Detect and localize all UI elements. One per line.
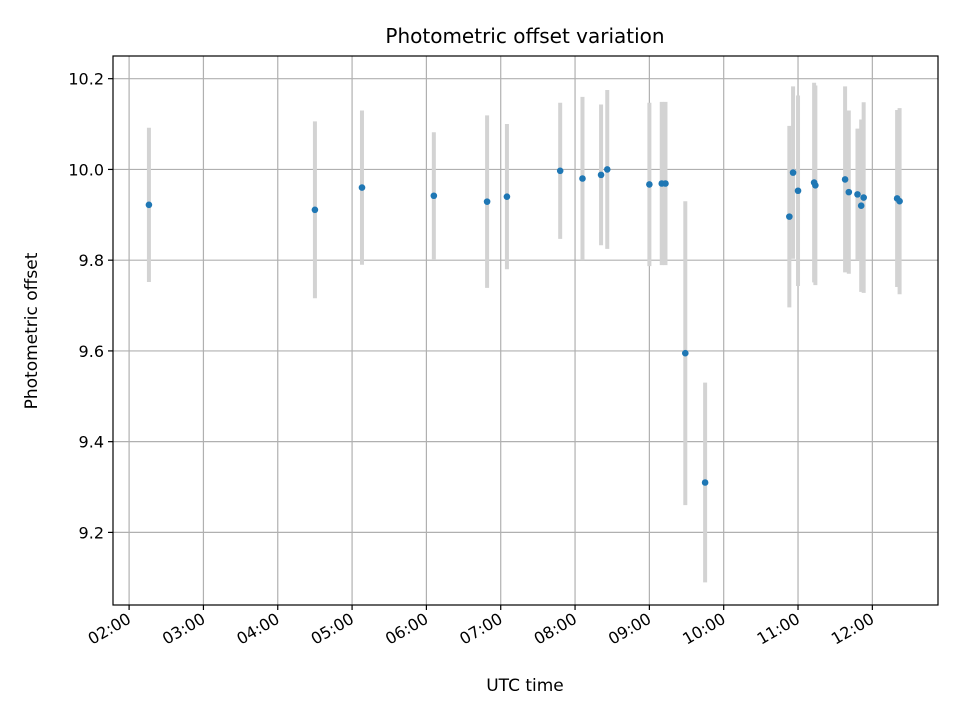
- data-point: [556, 167, 564, 175]
- y-tick-label: 9.6: [79, 342, 104, 361]
- y-axis-ticks: 9.2 9.4 9.6 9.8 10.0 10.2: [68, 70, 113, 542]
- y-tick-label: 9.4: [79, 433, 104, 452]
- plot-frame: [112, 55, 939, 606]
- data-points: [145, 166, 903, 486]
- chart-title: Photometric offset variation: [385, 24, 664, 48]
- data-point: [603, 166, 611, 173]
- y-tick-label: 9.8: [79, 251, 104, 270]
- y-axis-title: Photometric offset: [22, 252, 42, 409]
- data-point: [794, 187, 802, 195]
- data-point: [845, 188, 853, 196]
- data-point: [483, 198, 491, 205]
- data-point: [503, 193, 511, 200]
- data-point: [896, 197, 903, 205]
- data-point: [812, 182, 819, 189]
- data-point: [597, 171, 605, 179]
- data-point: [789, 169, 797, 176]
- data-point: [786, 213, 793, 220]
- data-point: [579, 175, 586, 182]
- data-point: [841, 176, 849, 183]
- data-point: [430, 192, 438, 200]
- data-point: [854, 191, 861, 198]
- data-point: [701, 479, 709, 486]
- data-point: [311, 206, 319, 214]
- data-point: [662, 180, 669, 187]
- data-point: [860, 194, 867, 201]
- y-tick-label: 10.0: [68, 160, 104, 179]
- data-point: [857, 202, 865, 210]
- data-point: [646, 181, 653, 188]
- y-tick-label: 10.2: [68, 70, 104, 89]
- data-point: [358, 184, 366, 191]
- data-point: [145, 201, 153, 209]
- x-axis-title: UTC time: [486, 676, 564, 696]
- data-point: [681, 349, 689, 357]
- y-tick-label: 9.2: [79, 523, 104, 542]
